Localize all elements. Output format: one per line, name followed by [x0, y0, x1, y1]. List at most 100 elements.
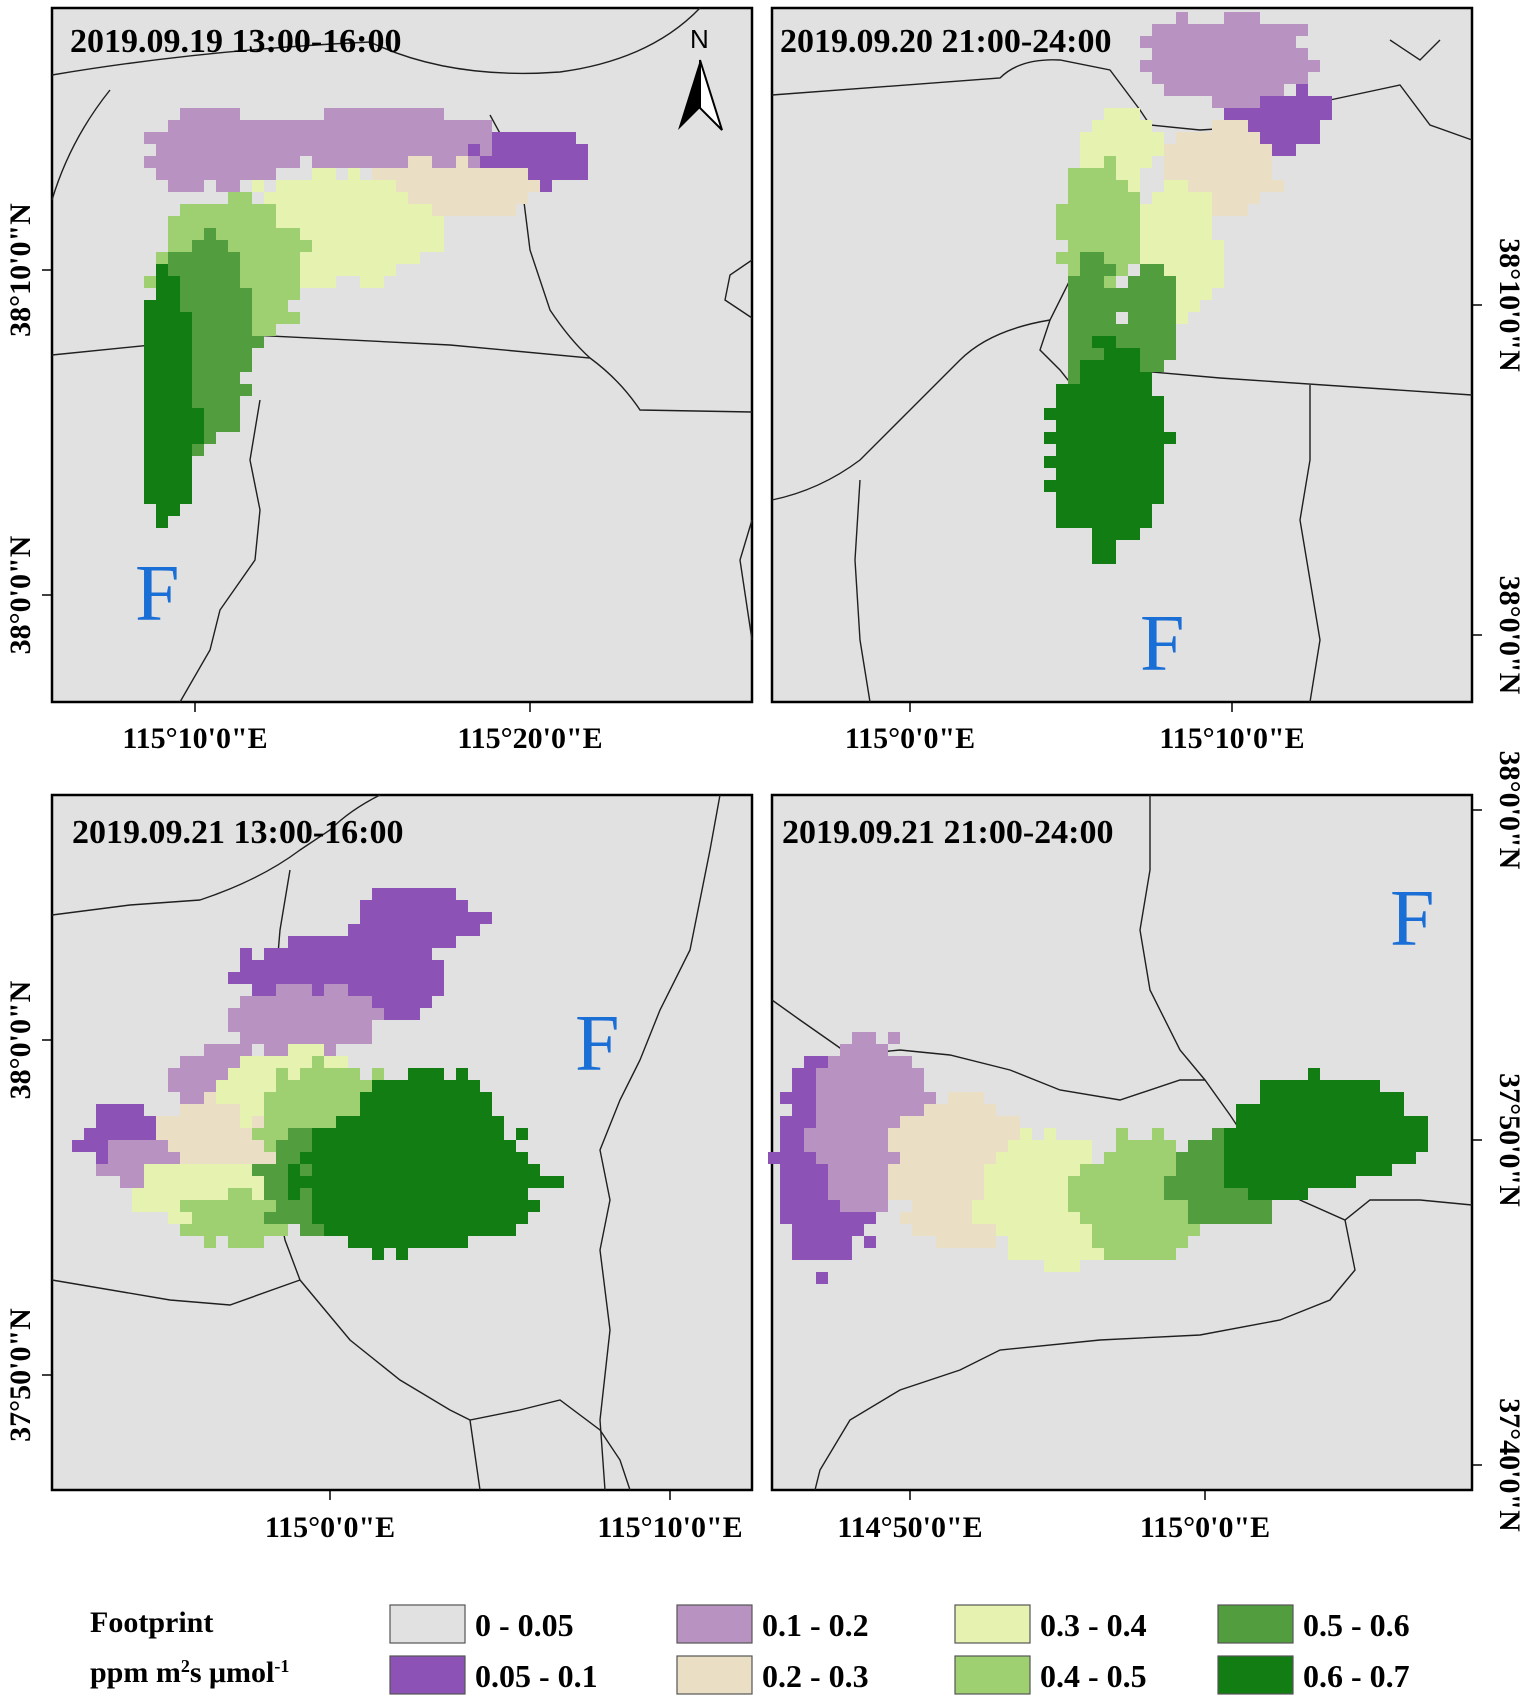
footprint-cell: [420, 120, 432, 132]
footprint-cell: [504, 192, 516, 204]
footprint-cell: [804, 1248, 816, 1260]
footprint-cell: [396, 1176, 408, 1188]
footprint-cell: [1152, 240, 1164, 252]
footprint-cell: [1020, 1128, 1032, 1140]
footprint-cell: [408, 1104, 420, 1116]
footprint-cell: [816, 1176, 828, 1188]
footprint-cell: [1116, 336, 1128, 348]
footprint-cell: [144, 384, 156, 396]
footprint-cell: [384, 180, 396, 192]
footprint-cell: [180, 228, 192, 240]
footprint-cell: [276, 984, 288, 996]
footprint-cell: [1308, 1104, 1320, 1116]
footprint-cell: [1200, 156, 1212, 168]
footprint-cell: [192, 204, 204, 216]
footprint-cell: [948, 1140, 960, 1152]
footprint-cell: [840, 1080, 852, 1092]
footprint-cell: [1152, 1152, 1164, 1164]
footprint-cell: [372, 180, 384, 192]
footprint-cell: [336, 936, 348, 948]
footprint-cell: [1284, 120, 1296, 132]
footprint-cell: [1128, 168, 1140, 180]
footprint-cell: [1056, 1212, 1068, 1224]
footprint-cell: [276, 1140, 288, 1152]
footprint-cell: [168, 120, 180, 132]
footprint-cell: [312, 1080, 324, 1092]
footprint-cell: [804, 1200, 816, 1212]
footprint-cell: [456, 912, 468, 924]
footprint-cell: [456, 1140, 468, 1152]
footprint-cell: [336, 180, 348, 192]
footprint-cell: [384, 240, 396, 252]
footprint-cell: [1380, 1164, 1392, 1176]
footprint-cell: [1152, 60, 1164, 72]
footprint-cell: [432, 1212, 444, 1224]
footprint-cell: [780, 1200, 792, 1212]
footprint-cell: [180, 156, 192, 168]
footprint-cell: [888, 1152, 900, 1164]
footprint-cell: [216, 348, 228, 360]
footprint-cell: [192, 168, 204, 180]
footprint-cell: [276, 1128, 288, 1140]
footprint-cell: [516, 1188, 528, 1200]
footprint-cell: [228, 1056, 240, 1068]
footprint-cell: [348, 192, 360, 204]
footprint-cell: [1020, 1248, 1032, 1260]
footprint-cell: [900, 1092, 912, 1104]
footprint-cell: [984, 1164, 996, 1176]
footprint-cell: [276, 1032, 288, 1044]
footprint-cell: [960, 1176, 972, 1188]
footprint-cell: [336, 1104, 348, 1116]
footprint-cell: [192, 240, 204, 252]
footprint-cell: [288, 1044, 300, 1056]
footprint-cell: [360, 1152, 372, 1164]
footprint-cell: [384, 1140, 396, 1152]
panel-3-ytick-1: 38°0'0"N: [4, 980, 37, 1099]
footprint-cell: [252, 300, 264, 312]
footprint-cell: [1236, 12, 1248, 24]
footprint-cell: [1140, 276, 1152, 288]
footprint-cell: [324, 1152, 336, 1164]
footprint-cell: [1284, 96, 1296, 108]
footprint-cell: [216, 252, 228, 264]
footprint-cell: [1068, 288, 1080, 300]
footprint-cell: [144, 396, 156, 408]
footprint-cell: [864, 1176, 876, 1188]
footprint-cell: [444, 156, 456, 168]
footprint-cell: [804, 1116, 816, 1128]
footprint-cell: [1116, 1188, 1128, 1200]
footprint-cell: [972, 1140, 984, 1152]
footprint-cell: [120, 1128, 132, 1140]
footprint-cell: [384, 960, 396, 972]
footprint-cell: [180, 288, 192, 300]
footprint-cell: [228, 324, 240, 336]
footprint-cell: [276, 1188, 288, 1200]
footprint-cell: [240, 1092, 252, 1104]
footprint-cell: [1152, 360, 1164, 372]
footprint-cell: [1296, 132, 1308, 144]
footprint-cell: [1116, 444, 1128, 456]
footprint-cell: [840, 1044, 852, 1056]
footprint-cell: [156, 312, 168, 324]
footprint-cell: [984, 1212, 996, 1224]
footprint-cell: [480, 1224, 492, 1236]
footprint-cell: [372, 228, 384, 240]
footprint-cell: [228, 1164, 240, 1176]
footprint-cell: [144, 300, 156, 312]
footprint-cell: [288, 252, 300, 264]
footprint-cell: [1284, 1104, 1296, 1116]
footprint-cell: [396, 1224, 408, 1236]
footprint-cell: [492, 1164, 504, 1176]
footprint-cell: [876, 1044, 888, 1056]
footprint-cell: [1152, 144, 1164, 156]
footprint-cell: [396, 1164, 408, 1176]
footprint-cell: [1140, 444, 1152, 456]
footprint-cell: [852, 1224, 864, 1236]
footprint-cell: [444, 1080, 456, 1092]
footprint-cell: [192, 1164, 204, 1176]
footprint-cell: [492, 1200, 504, 1212]
footprint-cell: [444, 180, 456, 192]
footprint-cell: [252, 1164, 264, 1176]
footprint-cell: [1056, 432, 1068, 444]
footprint-cell: [1056, 396, 1068, 408]
